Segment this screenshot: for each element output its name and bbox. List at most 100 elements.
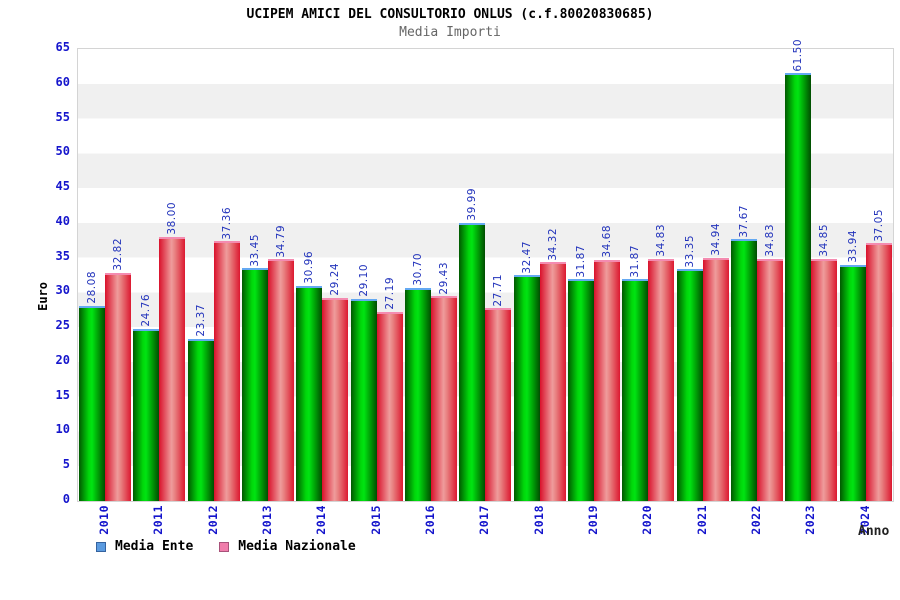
bar-media-ente-2010: 28.08: [79, 271, 106, 501]
bar-media-ente-2011: 24.76: [133, 294, 160, 501]
value-label: 34.83: [655, 224, 668, 257]
value-label: 61.50: [792, 38, 805, 72]
chart-title: UCIPEM AMICI DEL CONSULTORIO ONLUS (c.f.…: [246, 7, 654, 22]
y-tick-65: 65: [55, 40, 70, 54]
legend-swatch-media-ente-icon: [96, 541, 106, 552]
value-label: 38.00: [166, 202, 179, 235]
x-axis-label: Anno: [858, 524, 890, 539]
value-label: 31.87: [575, 244, 588, 278]
bar-group-2010: 28.08 32.82: [78, 49, 132, 501]
value-label: 29.10: [357, 264, 370, 297]
bar-media-nazionale-2016: 29.43: [431, 262, 458, 501]
x-tick-cell: 2021: [675, 505, 729, 535]
x-tick-cell: 2011: [131, 505, 185, 535]
bar-group-2019: 31.87 34.68: [567, 49, 621, 501]
value-label: 37.67: [738, 204, 751, 238]
x-tick-2014: 2014: [314, 505, 329, 535]
x-tick-2017: 2017: [477, 505, 492, 535]
bar-media-ente-2024: 33.94: [839, 230, 866, 501]
x-tick-2011: 2011: [151, 505, 166, 535]
bar-group-2020: 31.87 34.83: [621, 49, 675, 501]
bar-media-ente-2020: 31.87: [622, 245, 649, 501]
bar-media-nazionale-2013: 34.79: [268, 225, 295, 501]
value-label: 34.68: [601, 225, 614, 258]
bar-group-2016: 30.70 29.43: [404, 49, 458, 501]
legend-label-media-nazionale: Media Nazionale: [238, 539, 356, 554]
value-label: 27.19: [383, 277, 396, 310]
x-tick-cell: 2012: [186, 505, 240, 535]
bar-media-ente-2013: 33.45: [242, 234, 269, 501]
x-tick-cell: 2017: [457, 505, 511, 535]
x-tick-2013: 2013: [260, 505, 275, 535]
bar-media-nazionale-2017: 27.71: [485, 274, 512, 501]
x-tick-2022: 2022: [749, 505, 764, 535]
x-tick-cell: 2014: [294, 505, 348, 535]
bar-group-2011: 24.76 38.00: [132, 49, 186, 501]
bar-media-ente-2018: 32.47: [513, 241, 540, 501]
bar-media-nazionale-2012: 37.36: [213, 207, 240, 501]
bar-group-2015: 29.10 27.19: [350, 49, 404, 501]
value-label: 31.87: [629, 244, 642, 278]
value-label: 37.05: [872, 208, 885, 242]
y-tick-60: 60: [55, 74, 70, 89]
x-tick-2023: 2023: [803, 505, 818, 535]
x-axis-ticks: 2010 2011 2012 2013 2014 2015 2016 2017 2018 2019…: [77, 505, 892, 535]
x-tick-2018: 2018: [531, 505, 546, 535]
value-label: 28.08: [86, 271, 99, 304]
value-label: 32.82: [112, 238, 125, 271]
legend-item-media-nazionale: Media Nazionale: [219, 539, 356, 554]
value-label: 29.24: [329, 263, 342, 296]
bar-group-2012: 23.37 37.36: [187, 49, 241, 501]
bar-media-nazionale-2010: 32.82: [105, 238, 132, 501]
value-label: 34.94: [709, 223, 722, 257]
x-tick-cell: 2013: [240, 505, 294, 535]
bar-group-2017: 39.99 27.71: [458, 49, 512, 501]
value-label: 24.76: [140, 294, 153, 327]
legend-item-media-ente: Media Ente: [96, 539, 193, 554]
bar-media-ente-2015: 29.10: [350, 264, 377, 501]
y-tick-30: 30: [55, 283, 70, 298]
value-label: 33.94: [846, 230, 859, 263]
x-tick-2020: 2020: [640, 505, 655, 535]
value-label: 33.35: [683, 234, 696, 268]
y-tick-35: 35: [55, 248, 70, 263]
y-tick-20: 20: [55, 352, 70, 367]
bar-group-2018: 32.47 34.32: [513, 49, 567, 501]
bar-media-ente-2021: 33.35: [676, 235, 703, 501]
bar-media-nazionale-2018: 34.32: [539, 228, 566, 501]
bar-group-2014: 30.96 29.24: [295, 49, 349, 501]
y-tick-0: 0: [62, 492, 70, 506]
bar-media-nazionale-2015: 27.19: [376, 277, 403, 501]
value-label: 39.99: [466, 188, 479, 221]
bar-media-ente-2014: 30.96: [296, 251, 323, 501]
bar-groups: 28.08 32.82 24.76 38.00 23.37 37.36 33.45 34.79…: [78, 39, 893, 501]
x-tick-cell: 2016: [403, 505, 457, 535]
value-label: 30.70: [412, 252, 425, 286]
plot-area: 28.08 32.82 24.76 38.00 23.37 37.36 33.45 34.79…: [77, 39, 894, 502]
x-tick-2016: 2016: [423, 505, 438, 535]
value-label: 37.36: [220, 206, 233, 240]
x-tick-cell: 2023: [783, 505, 837, 535]
value-label: 30.96: [303, 251, 316, 284]
value-label: 33.45: [249, 233, 262, 267]
bar-media-nazionale-2022: 34.83: [757, 224, 784, 501]
value-label: 34.32: [546, 227, 559, 261]
value-label: 34.79: [275, 224, 288, 258]
bar-media-nazionale-2014: 29.24: [322, 263, 349, 501]
y-tick-50: 50: [55, 144, 70, 159]
bar-group-2022: 37.67 34.83: [730, 49, 784, 501]
legend: Media Ente Media Nazionale: [96, 539, 356, 554]
x-tick-2010: 2010: [97, 505, 112, 535]
x-tick-cell: 2018: [512, 505, 566, 535]
x-tick-cell: 2019: [566, 505, 620, 535]
legend-swatch-media-nazionale-icon: [219, 541, 230, 552]
y-tick-5: 5: [62, 457, 70, 472]
bar-media-ente-2022: 37.67: [731, 205, 758, 501]
x-tick-2019: 2019: [586, 505, 601, 535]
legend-label-media-ente: Media Ente: [115, 539, 194, 554]
bar-media-ente-2012: 23.37: [187, 304, 214, 501]
x-tick-2012: 2012: [205, 505, 220, 535]
y-tick-40: 40: [55, 213, 70, 228]
value-label: 34.83: [764, 224, 777, 257]
bar-group-2024: 33.94 37.05: [839, 49, 893, 501]
